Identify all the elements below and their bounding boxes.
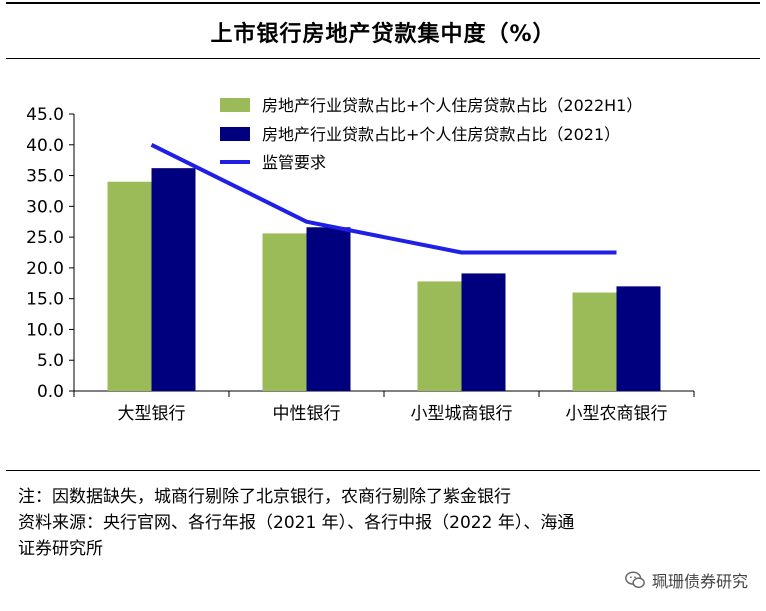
y-tick-label: 30.0 bbox=[26, 197, 64, 217]
y-tick-label: 15.0 bbox=[26, 290, 64, 310]
x-category-label: 中性银行 bbox=[273, 404, 341, 424]
axes: 0.0 5.0 10.0 15.0 20.0 25.0 30.0 35.0 40.0 45.0 大型… bbox=[26, 105, 695, 424]
bar-2021 bbox=[616, 286, 661, 391]
bar-2022h1 bbox=[417, 281, 462, 391]
bar-2022h1 bbox=[572, 292, 617, 391]
bar-2021 bbox=[461, 273, 506, 391]
chart-title: 上市银行房地产贷款集中度（%） bbox=[210, 22, 556, 47]
bar-2021 bbox=[306, 227, 351, 391]
y-tick-label: 45.0 bbox=[26, 105, 64, 125]
bar-2022h1 bbox=[262, 233, 307, 391]
note-line-2: 资料来源：央行官网、各行年报（2021 年）、各行中报（2022 年）、海通 bbox=[18, 513, 575, 533]
y-tick-label: 35.0 bbox=[26, 167, 64, 187]
y-tick-label: 20.0 bbox=[26, 259, 64, 279]
bar-2021 bbox=[151, 168, 196, 391]
watermark: 珮珊债券研究 bbox=[624, 568, 748, 592]
watermark-text: 珮珊债券研究 bbox=[651, 572, 748, 591]
x-category-label: 小型农商银行 bbox=[566, 404, 668, 424]
bar-line-chart: 0.0 5.0 10.0 15.0 20.0 25.0 30.0 35.0 40.0 45.0 大型… bbox=[26, 96, 695, 424]
y-tick-label: 10.0 bbox=[26, 320, 64, 340]
legend: 房地产行业贷款占比+个人住房贷款占比（2022H1） 房地产行业贷款占比+个人住房… bbox=[220, 96, 642, 172]
x-category-label: 小型城商银行 bbox=[411, 404, 513, 424]
legend-label: 监管要求 bbox=[262, 153, 326, 172]
bars bbox=[107, 168, 661, 391]
legend-swatch bbox=[220, 98, 250, 112]
notes-divider bbox=[6, 470, 760, 471]
y-tick-label: 25.0 bbox=[26, 228, 64, 248]
x-category-label: 大型银行 bbox=[118, 404, 186, 424]
line-series-regulatory bbox=[150, 142, 617, 255]
title-rule-bottom bbox=[6, 58, 760, 59]
title-block: 上市银行房地产贷款集中度（%） bbox=[0, 0, 766, 64]
regulatory-line bbox=[150, 142, 617, 255]
y-tick-label: 40.0 bbox=[26, 136, 64, 156]
title-rule-top bbox=[6, 2, 760, 4]
y-tick-label: 5.0 bbox=[37, 351, 64, 371]
legend-label: 房地产行业贷款占比+个人住房贷款占比（2021） bbox=[262, 125, 620, 144]
note-line-3: 证券研究所 bbox=[18, 539, 103, 559]
y-tick-label: 0.0 bbox=[37, 382, 64, 402]
bar-2022h1 bbox=[107, 181, 152, 391]
legend-swatch bbox=[220, 127, 250, 141]
legend-label: 房地产行业贷款占比+个人住房贷款占比（2022H1） bbox=[262, 96, 642, 115]
note-line-1: 注：因数据缺失，城商行剔除了北京银行，农商行剔除了紫金银行 bbox=[18, 487, 511, 507]
wechat-icon bbox=[625, 571, 645, 589]
